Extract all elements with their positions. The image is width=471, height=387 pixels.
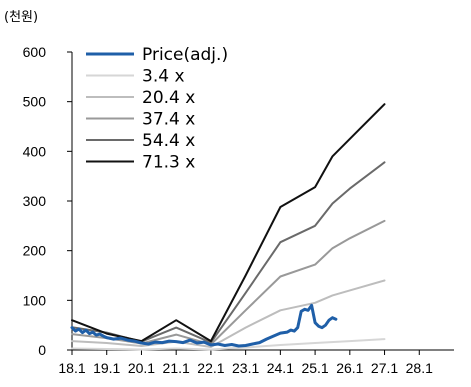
x-tick-label: 19.1 — [93, 360, 120, 376]
legend-label: 54.4 x — [142, 131, 195, 151]
y-tick-label: 100 — [23, 292, 47, 308]
legend-label: 3.4 x — [142, 67, 185, 87]
series-line-54-4-x — [71, 161, 386, 344]
x-tick-label: 28.1 — [406, 360, 433, 376]
y-tick-label: 300 — [23, 193, 47, 209]
x-tick-label: 18.1 — [58, 360, 85, 376]
y-tick-label: 600 — [23, 44, 47, 60]
y-tick-label: 500 — [23, 94, 47, 110]
y-tick-label: 0 — [38, 342, 46, 358]
legend-label: 37.4 x — [142, 110, 195, 130]
series-line-37-4-x — [71, 219, 386, 346]
x-tick-label: 22.1 — [197, 360, 224, 376]
x-tick-label: 27.1 — [371, 360, 398, 376]
x-tick-label: 21.1 — [163, 360, 190, 376]
series-line-20-4-x — [71, 279, 386, 348]
series-line-3-4-x — [71, 338, 386, 351]
y-tick-label: 400 — [23, 143, 47, 159]
x-tick-label: 26.1 — [336, 360, 363, 376]
x-tick-label: 23.1 — [232, 360, 259, 376]
x-tick-label: 20.1 — [128, 360, 155, 376]
x-tick-label: 25.1 — [301, 360, 328, 376]
series-line-71-3-x — [71, 103, 386, 343]
x-tick-label: 24.1 — [267, 360, 294, 376]
series-line-price-adj — [70, 303, 338, 348]
legend-label: 71.3 x — [142, 153, 195, 173]
y-axis-unit-label: (천원) — [4, 10, 39, 25]
y-tick-label: 200 — [23, 243, 47, 259]
legend-label: Price(adj.) — [142, 45, 228, 65]
legend-label: 20.4 x — [142, 88, 195, 108]
